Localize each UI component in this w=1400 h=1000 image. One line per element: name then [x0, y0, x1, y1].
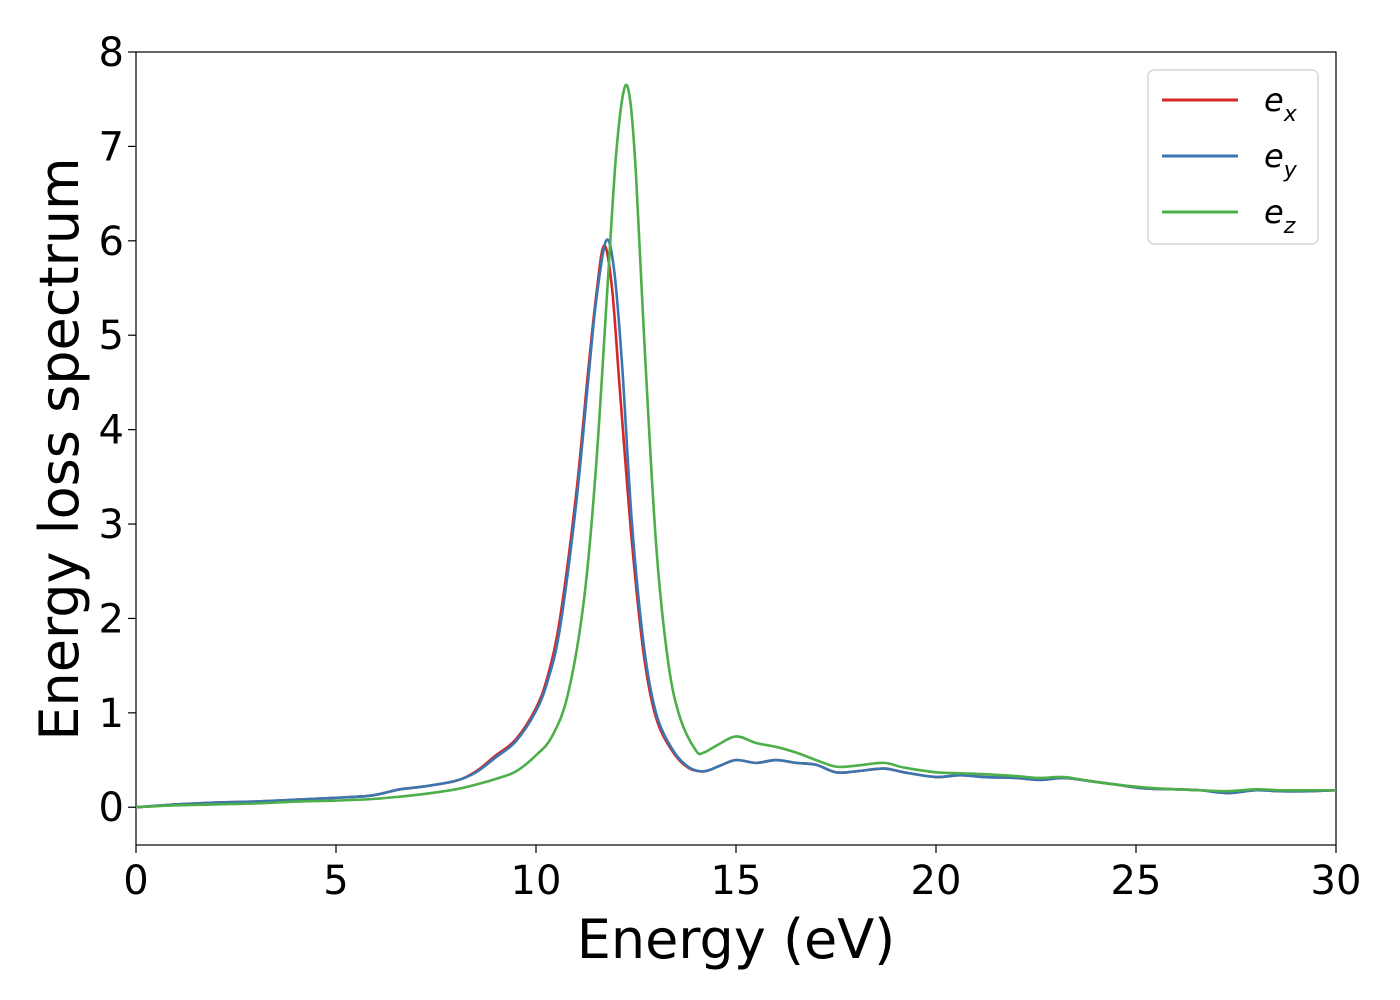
x-tick-label: 15 [711, 858, 762, 904]
y-tick-label: 8 [99, 30, 124, 76]
y-tick-label: 1 [99, 691, 124, 737]
legend-label-ez: ez [1264, 193, 1296, 239]
y-tick-label: 4 [99, 408, 124, 454]
x-tick-label: 0 [123, 858, 148, 904]
y-tick-label: 0 [99, 785, 124, 831]
series-line-ez [135, 83, 1336, 809]
legend-label-ex: ex [1264, 81, 1298, 127]
x-tick-label: 10 [511, 858, 562, 904]
y-tick-label: 7 [99, 124, 124, 170]
x-tick-label: 30 [1311, 858, 1362, 904]
y-axis-label: Energy loss spectrum [28, 157, 91, 740]
x-tick-label: 20 [911, 858, 962, 904]
x-tick-label: 5 [323, 858, 348, 904]
x-axis-label: Energy (eV) [577, 908, 896, 971]
y-tick-label: 2 [99, 596, 124, 642]
plot-area [135, 51, 1337, 846]
x-tick-label: 25 [1111, 858, 1162, 904]
y-tick-label: 5 [99, 313, 124, 359]
y-tick-label: 6 [99, 219, 124, 265]
legend: ex ey ez [1147, 69, 1319, 245]
y-tick-label: 3 [99, 502, 124, 548]
ticks-layer: 0 5 10 15 20 25 30 0 1 2 3 4 5 6 7 8 [99, 30, 1362, 904]
legend-label-ey: ey [1264, 137, 1298, 183]
series-layer [135, 83, 1337, 809]
